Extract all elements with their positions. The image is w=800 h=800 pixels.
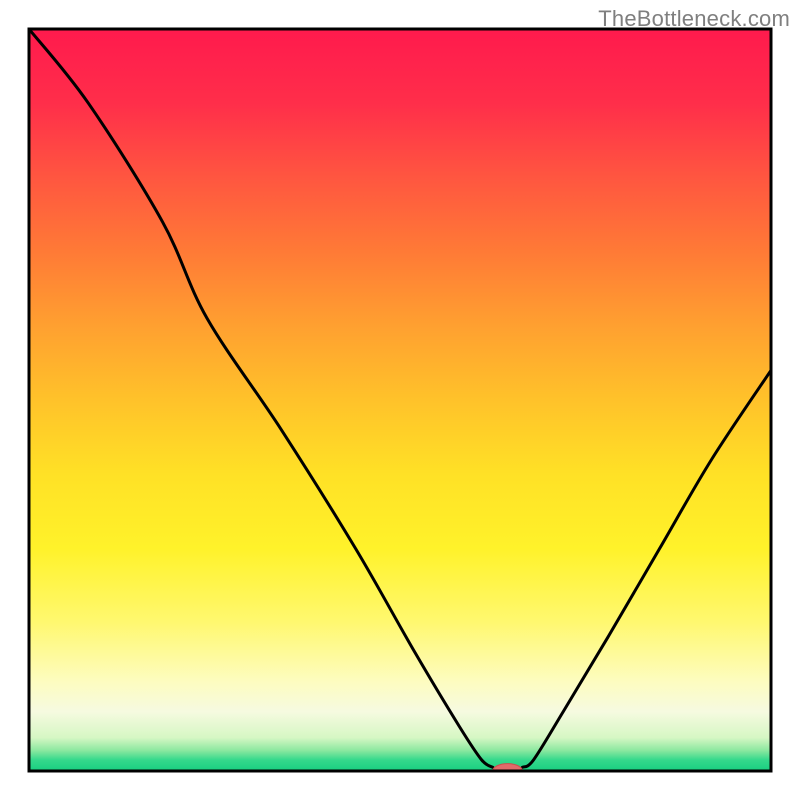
watermark-text: TheBottleneck.com bbox=[598, 6, 790, 32]
chart-container: TheBottleneck.com bbox=[0, 0, 800, 800]
gradient-background bbox=[29, 29, 771, 771]
bottleneck-chart bbox=[0, 0, 800, 800]
